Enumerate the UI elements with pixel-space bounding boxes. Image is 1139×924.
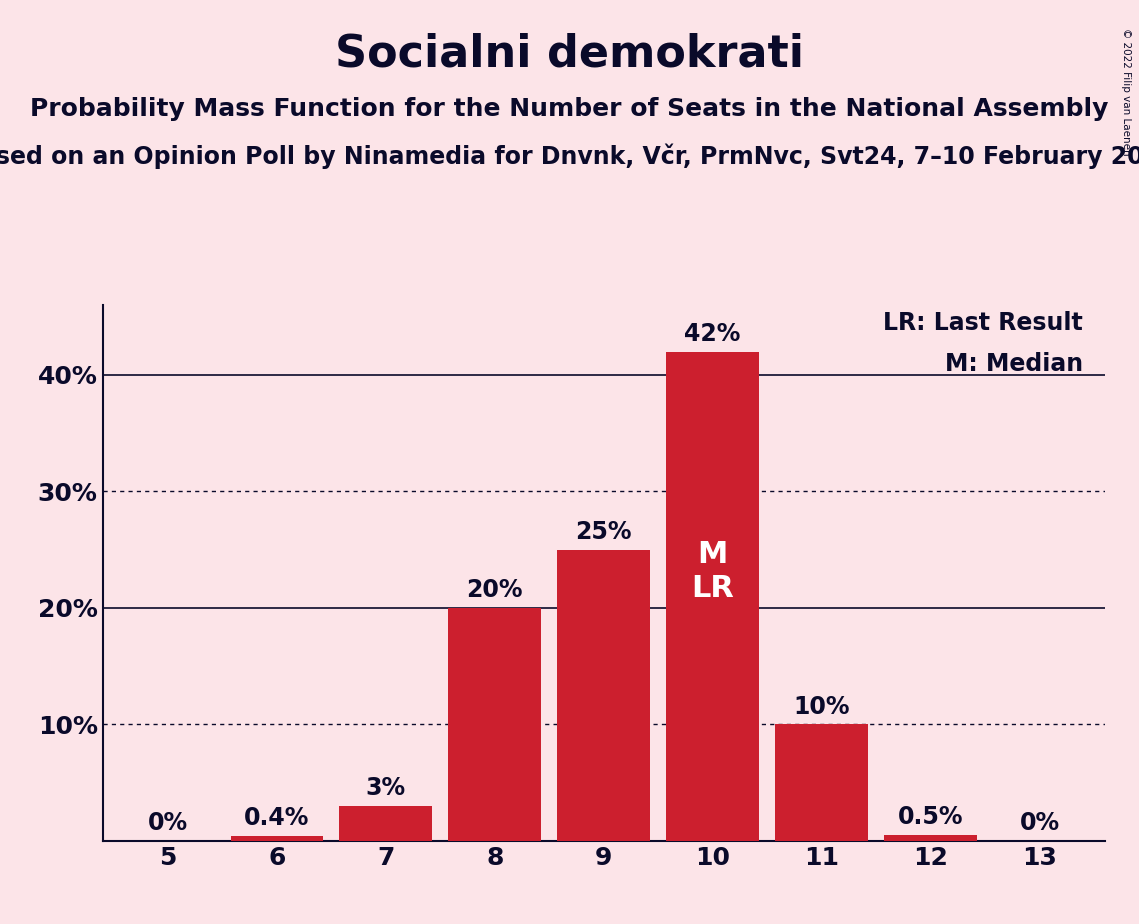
Text: 3%: 3% — [366, 776, 405, 800]
Text: 10%: 10% — [794, 695, 850, 719]
Bar — [557, 550, 650, 841]
Text: M
LR: M LR — [691, 541, 734, 603]
Text: 42%: 42% — [685, 322, 740, 346]
Bar — [884, 835, 977, 841]
Text: 0.4%: 0.4% — [244, 807, 310, 831]
Bar — [666, 351, 759, 841]
Text: 0%: 0% — [148, 811, 188, 835]
Bar — [339, 806, 432, 841]
Text: Socialni demokrati: Socialni demokrati — [335, 32, 804, 76]
Bar — [230, 836, 323, 841]
Text: 0%: 0% — [1019, 811, 1059, 835]
Text: 25%: 25% — [575, 520, 632, 543]
Text: Probability Mass Function for the Number of Seats in the National Assembly: Probability Mass Function for the Number… — [31, 97, 1108, 121]
Text: Based on an Opinion Poll by Ninamedia for Dnvnk, Včr, PrmNvc, Svt24, 7–10 Februa: Based on an Opinion Poll by Ninamedia fo… — [0, 143, 1139, 169]
Text: M: Median: M: Median — [945, 351, 1083, 375]
Bar — [449, 608, 541, 841]
Bar — [776, 724, 868, 841]
Text: 20%: 20% — [467, 578, 523, 602]
Text: 0.5%: 0.5% — [898, 805, 964, 829]
Text: © 2022 Filip van Laenen: © 2022 Filip van Laenen — [1121, 28, 1131, 155]
Text: LR: Last Result: LR: Last Result — [883, 310, 1083, 334]
